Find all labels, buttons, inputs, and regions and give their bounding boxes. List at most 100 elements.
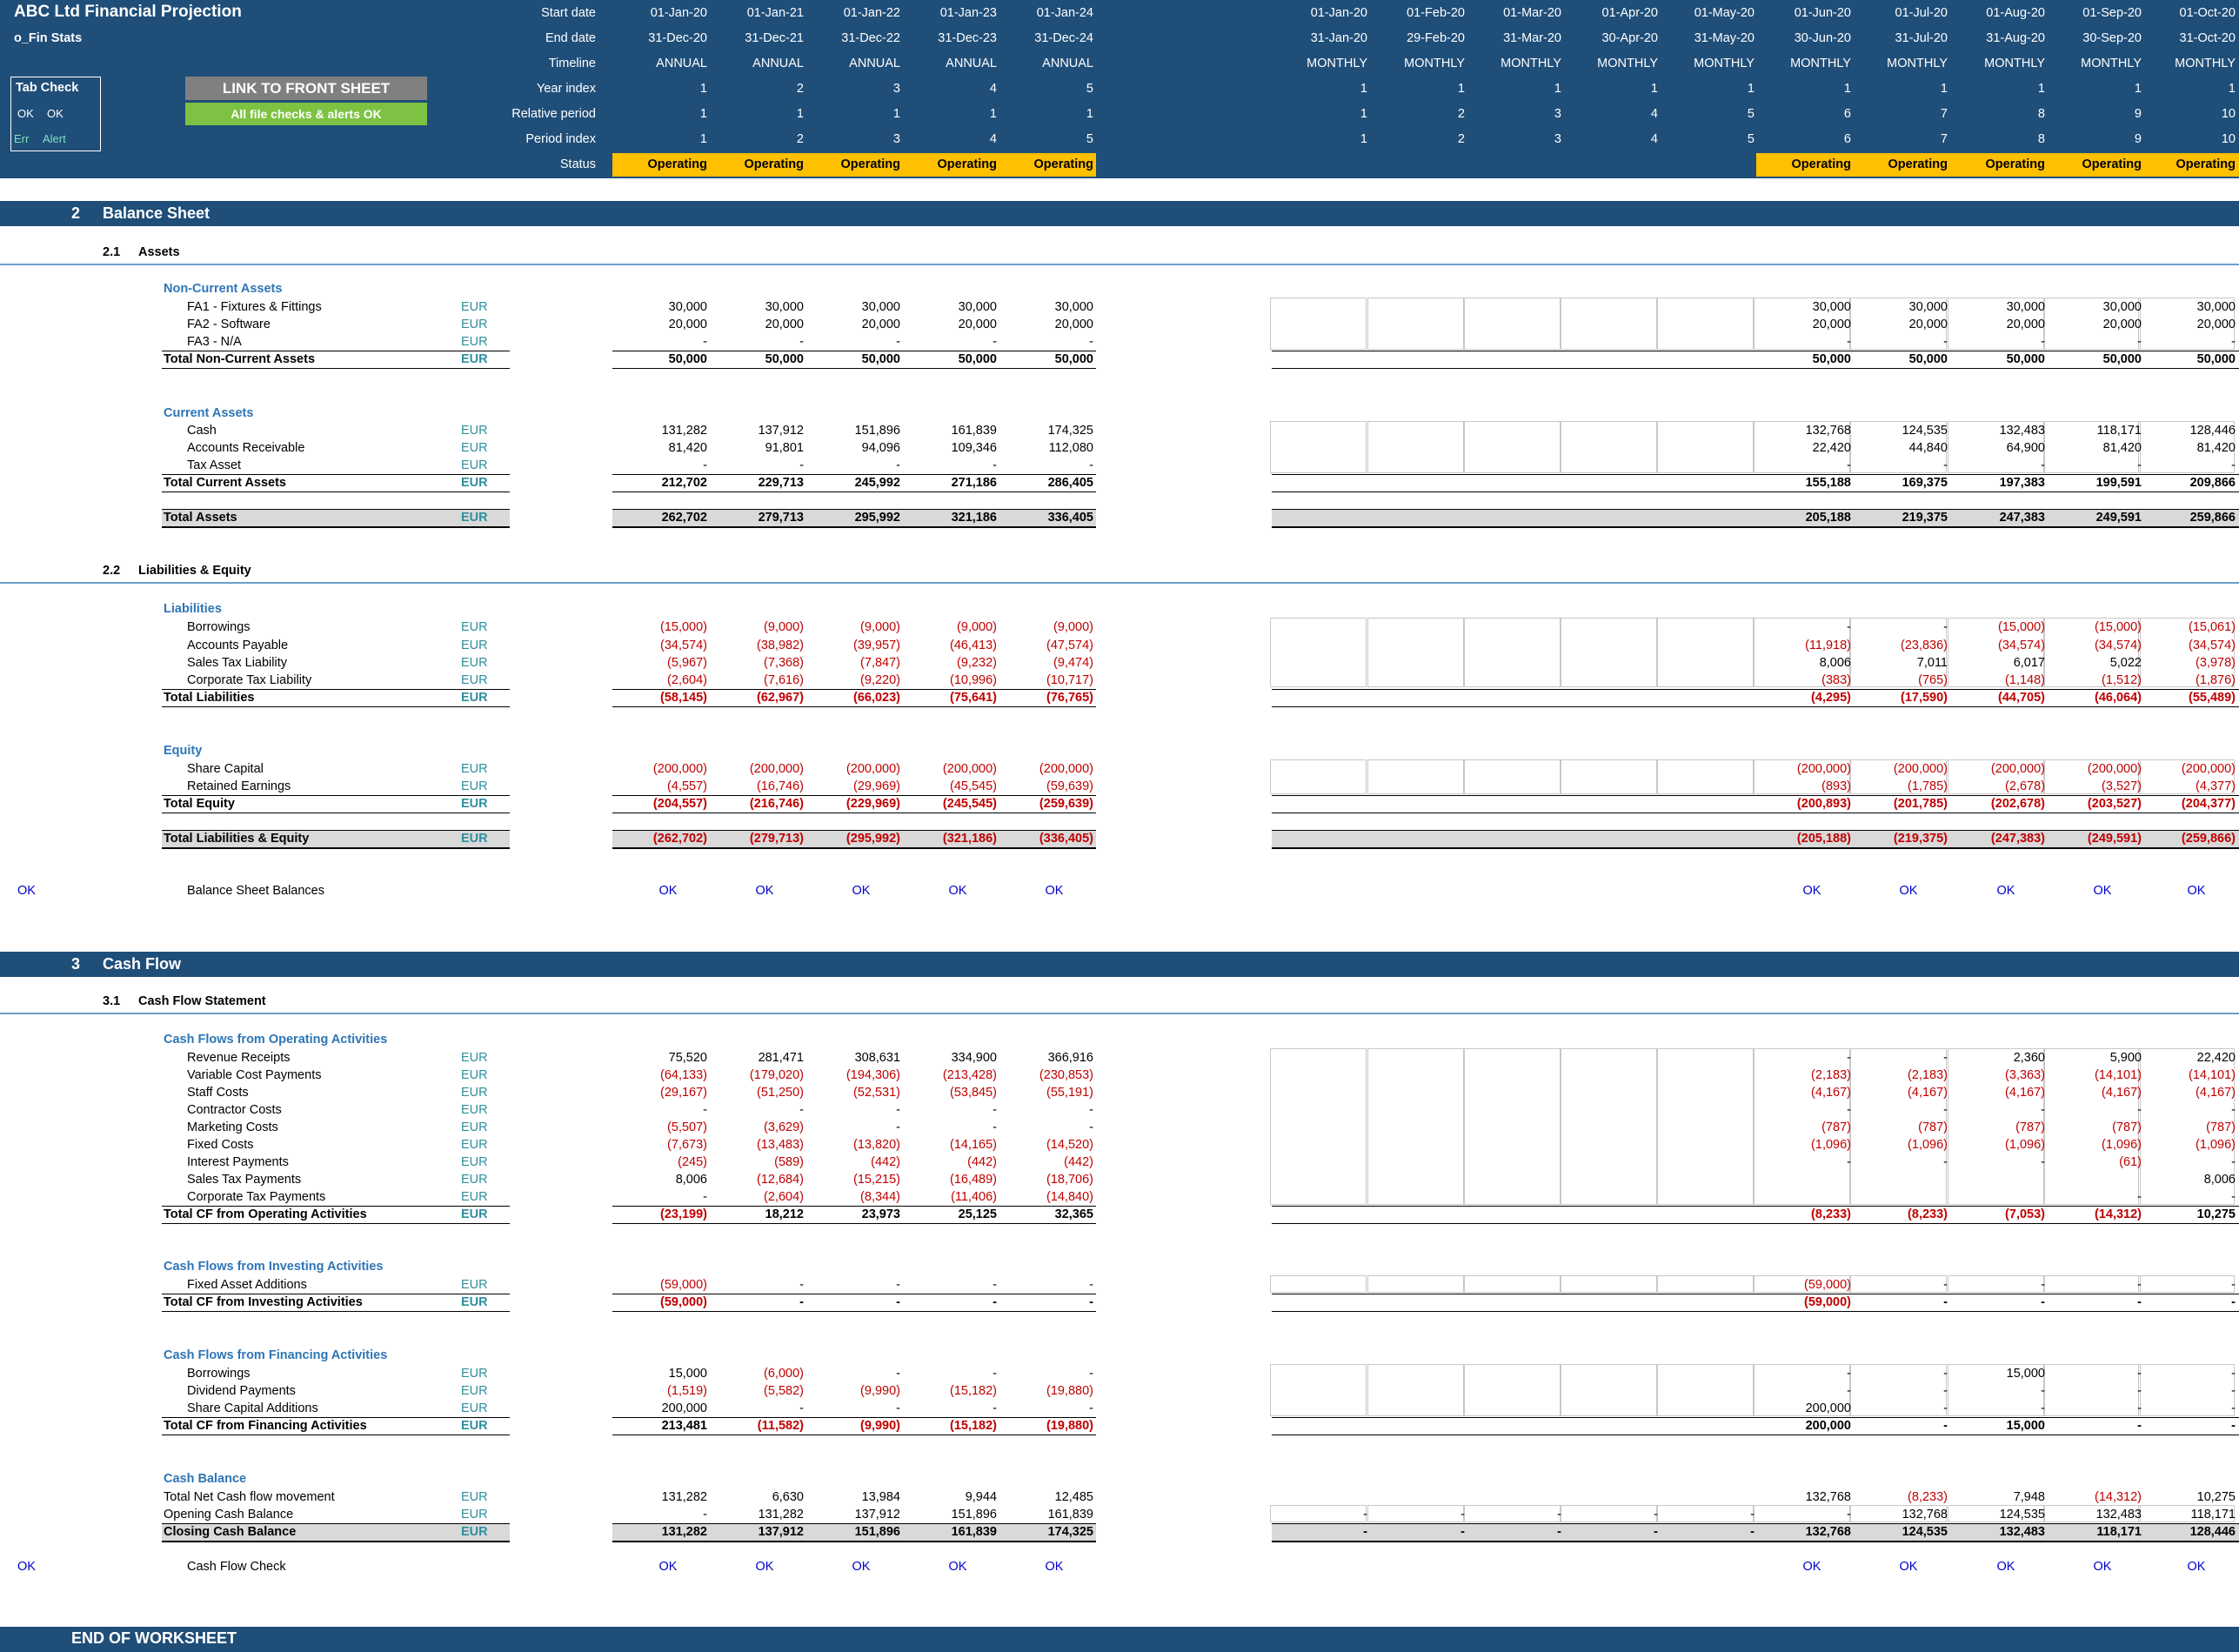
monthly-value: 30,000 [1812,300,1851,314]
monthly-grid-cell [2044,1364,2141,1416]
monthly-grid-cell [1850,1275,1947,1293]
monthly-value [1659,689,1754,706]
monthly-value [1369,1049,1465,1067]
monthly-value: - [2041,1103,2045,1117]
subsection-underline [0,264,2239,265]
row-unit: EUR [461,1508,488,1522]
monthly-value [1659,672,1754,689]
monthly-value: (15,061) [2188,620,2236,634]
annual-timeline: ANNUAL [1042,57,1093,70]
total-row-shade [1272,510,2239,526]
total-bottom-rule [612,847,1096,849]
monthly-value [1659,1417,1754,1435]
monthly-value [1369,422,1465,439]
annual-value: 151,896 [854,1525,900,1539]
annual-value: - [993,1295,997,1309]
annual-value: (10,996) [949,673,997,687]
monthly-value: 132,768 [1805,1490,1851,1504]
total-top-rule [162,509,510,510]
row-unit: EUR [461,1419,488,1433]
monthly-grid-cell [1657,1364,1754,1416]
total-top-rule [1272,1523,2239,1524]
annual-value: 8,006 [675,1173,707,1187]
monthly-value: - [1943,1401,1948,1415]
annual-value: 245,992 [854,476,900,490]
annual-end: 31-Dec-20 [648,31,707,45]
annual-status: Operating [647,157,707,171]
monthly-value [1466,1101,1561,1119]
monthly-value [1659,1365,1754,1382]
monthly-value: (17,590) [1900,691,1948,705]
monthly-value [1369,509,1465,526]
monthly-value: (787) [2015,1120,2045,1134]
monthly-value: OK [1802,884,1821,898]
tab-check-label: Tab Check [16,81,79,95]
annual-value: (14,165) [949,1138,997,1152]
annual-value: (9,000) [1053,620,1093,634]
monthly-value [1659,778,1754,795]
annual-value: - [993,458,997,472]
monthly-end: 31-Mar-20 [1503,31,1561,45]
monthly-value [1562,637,1658,654]
monthly-value: - [1460,1508,1465,1522]
annual-value: 15,000 [668,1367,707,1381]
link-front-sheet-button[interactable]: LINK TO FRONT SHEET [185,77,427,100]
monthly-value: 209,866 [2189,476,2236,490]
monthly-value: OK [1899,884,1918,898]
annual-value: (19,880) [1046,1384,1093,1398]
monthly-value: 10,275 [2196,1207,2236,1221]
monthly-value: - [2231,1419,2236,1433]
monthly-status: Operating [2176,157,2236,171]
total-bottom-rule [612,1223,1096,1224]
annual-value: (13,820) [852,1138,900,1152]
subsection-title: Cash Flow Statement [138,994,266,1008]
annual-value: (58,145) [659,691,707,705]
annual-value: 109,346 [951,441,997,455]
monthly-grid-cell [1850,1048,1947,1205]
annual-value: (213,428) [942,1068,997,1082]
monthly-value [1562,1119,1658,1136]
monthly-value: - [1943,1419,1948,1433]
monthly-value [1659,1488,1754,1506]
monthly-value [1369,1067,1465,1084]
monthly-value [1369,689,1465,706]
annual-value: (442) [1064,1155,1093,1169]
total-row-shade [162,1524,510,1541]
total-bottom-rule [162,1541,510,1542]
monthly-value: (787) [1821,1120,1851,1134]
annual-relative: 1 [796,107,804,121]
monthly-value: (1,096) [2005,1138,2045,1152]
total-bottom-rule [612,706,1096,707]
row-label: Cash Flow Check [187,1560,286,1574]
monthly-value: 15,000 [2006,1367,2045,1381]
monthly-grid-cell [1657,618,1754,687]
annual-value: 20,000 [958,318,997,331]
monthly-value [1272,1101,1367,1119]
annual-value: 366,916 [1047,1051,1093,1065]
annual-value: - [1089,1295,1093,1309]
row-unit: EUR [461,1490,488,1504]
monthly-value [1272,1365,1367,1382]
annual-value: (2,604) [667,673,707,687]
monthly-grid-cell [1948,759,2044,794]
annual-value: (279,713) [749,832,804,846]
total-row-shade [612,510,1096,526]
monthly-status [1562,156,1658,173]
annual-value: 30,000 [765,300,804,314]
annual-value: - [993,1367,997,1381]
annual-value: (230,853) [1039,1068,1093,1082]
monthly-value [1755,1188,1851,1206]
monthly-value [1659,1101,1754,1119]
check-status: OK [17,884,36,898]
monthly-status: Operating [1791,157,1851,171]
monthly-value: (2,678) [2005,779,2045,793]
monthly-timeline: MONTHLY [1597,57,1658,70]
annual-value: (59,000) [659,1295,707,1309]
monthly-value: - [2137,1278,2142,1292]
monthly-value: (2,183) [1811,1068,1851,1082]
monthly-value: - [1557,1508,1561,1522]
monthly-value [1852,1188,1948,1206]
monthly-value [1369,439,1465,457]
monthly-value: (15,000) [2094,620,2142,634]
monthly-value: - [1750,1508,1754,1522]
